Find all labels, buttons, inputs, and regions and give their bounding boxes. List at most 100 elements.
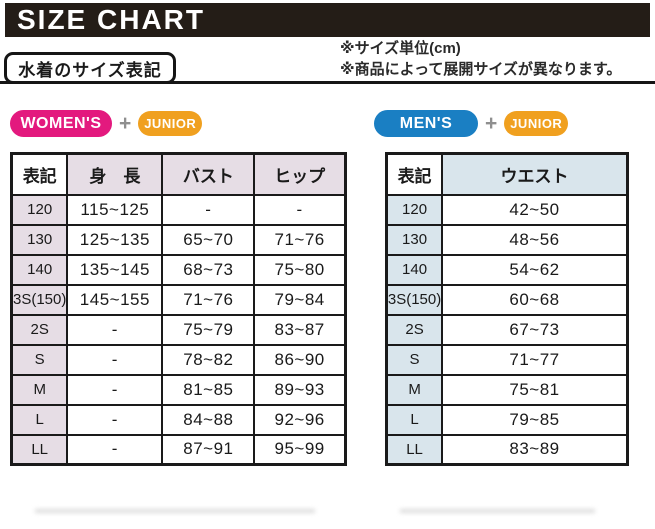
section-divider	[0, 81, 655, 84]
value-cell: 68~73	[161, 253, 256, 286]
size-label-cell: M	[385, 373, 444, 406]
table-row: 3S(150) 145~155 71~76 79~84	[10, 283, 347, 316]
mens-header-row: 表記 ウエスト	[385, 152, 629, 196]
value-cell: 86~90	[253, 343, 347, 376]
column-header: 表記	[385, 152, 444, 196]
value-cell: 92~96	[253, 403, 347, 436]
value-cell: 115~125	[66, 193, 164, 226]
table-row: 130 48~56	[385, 223, 629, 256]
womens-badge-group: WOMEN'S + JUNIOR	[10, 110, 203, 137]
value-cell: 75~79	[161, 313, 256, 346]
junior-badge: JUNIOR	[504, 111, 569, 136]
value-cell: -	[66, 433, 164, 466]
notes: ※サイズ単位(cm) ※商品によって展開サイズが異なります。	[340, 38, 621, 80]
note-unit: ※サイズ単位(cm)	[340, 40, 461, 57]
value-cell: 89~93	[253, 373, 347, 406]
table-row: L -84~88 92~96	[10, 403, 347, 436]
value-cell: 83~89	[441, 433, 629, 466]
table-row: 140 135~145 68~73 75~80	[10, 253, 347, 286]
value-cell: 87~91	[161, 433, 256, 466]
size-label-cell: 140	[385, 253, 444, 286]
junior-badge: JUNIOR	[138, 111, 203, 136]
value-cell: -	[66, 403, 164, 436]
value-cell: 48~56	[441, 223, 629, 256]
size-label-cell: LL	[10, 433, 69, 466]
value-cell: 75~80	[253, 253, 347, 286]
size-tables: 表記身 長バスト ヒップ 120 115~125- -130 125~135 65~70 7…	[10, 152, 629, 466]
table-row: LL 83~89	[385, 433, 629, 466]
value-cell: -	[161, 193, 256, 226]
note-availability: ※商品によって展開サイズが異なります。	[340, 61, 622, 78]
size-label-cell: L	[385, 403, 444, 436]
value-cell: 135~145	[66, 253, 164, 286]
value-cell: 71~76	[161, 283, 256, 316]
table-row: 120 115~125- -	[10, 193, 347, 226]
table-row: S 71~77	[385, 343, 629, 376]
title-bar: SIZE CHART	[5, 3, 650, 37]
scan-shadow	[35, 509, 315, 513]
value-cell: 78~82	[161, 343, 256, 376]
size-label-cell: 120	[385, 193, 444, 226]
value-cell: 71~76	[253, 223, 347, 256]
value-cell: 83~87	[253, 313, 347, 346]
table-row: S -78~82 86~90	[10, 343, 347, 376]
table-row: LL -87~91 95~99	[10, 433, 347, 466]
mens-badge-group: MEN'S + JUNIOR	[374, 110, 569, 137]
value-cell: 79~84	[253, 283, 347, 316]
column-header: ウエスト	[441, 152, 629, 196]
value-cell: 71~77	[441, 343, 629, 376]
womens-badge: WOMEN'S	[10, 110, 112, 137]
table-row: 2S 67~73	[385, 313, 629, 346]
value-cell: 145~155	[66, 283, 164, 316]
value-cell: -	[253, 193, 347, 226]
table-row: L 79~85	[385, 403, 629, 436]
table-row: 3S(150) 60~68	[385, 283, 629, 316]
size-label-cell: L	[10, 403, 69, 436]
column-header: ヒップ	[253, 152, 347, 196]
section-label-text: 水着のサイズ表記	[18, 60, 162, 80]
size-label-cell: 2S	[10, 313, 69, 346]
size-label-cell: M	[10, 373, 69, 406]
value-cell: 95~99	[253, 433, 347, 466]
size-label-cell: 140	[10, 253, 69, 286]
value-cell: 67~73	[441, 313, 629, 346]
plus-icon: +	[485, 112, 498, 135]
value-cell: 79~85	[441, 403, 629, 436]
table-row: 120 42~50	[385, 193, 629, 226]
table-row: M 75~81	[385, 373, 629, 406]
size-label-cell: 130	[10, 223, 69, 256]
column-header: 表記	[10, 152, 69, 196]
scan-shadow	[400, 509, 595, 513]
size-label-cell: S	[10, 343, 69, 376]
value-cell: 125~135	[66, 223, 164, 256]
size-label-cell: 2S	[385, 313, 444, 346]
mens-size-table: 表記 ウエスト 120 42~50 130 48~56 140 54~62 3S(150) 60…	[384, 152, 629, 466]
value-cell: -	[66, 343, 164, 376]
size-label-cell: S	[385, 343, 444, 376]
column-header: 身 長	[66, 152, 164, 196]
size-label-cell: 120	[10, 193, 69, 226]
table-row: 140 54~62	[385, 253, 629, 286]
size-label-cell: 3S(150)	[10, 283, 69, 316]
value-cell: 81~85	[161, 373, 256, 406]
value-cell: 42~50	[441, 193, 629, 226]
womens-header-row: 表記身 長バスト ヒップ	[10, 152, 347, 196]
value-cell: 65~70	[161, 223, 256, 256]
value-cell: -	[66, 373, 164, 406]
page-title: SIZE CHART	[17, 4, 205, 35]
size-label-cell: LL	[385, 433, 444, 466]
value-cell: 60~68	[441, 283, 629, 316]
value-cell: 84~88	[161, 403, 256, 436]
size-label-cell: 130	[385, 223, 444, 256]
table-row: 130 125~135 65~70 71~76	[10, 223, 347, 256]
size-label-cell: 3S(150)	[385, 283, 444, 316]
column-header: バスト	[161, 152, 256, 196]
section-label-box: 水着のサイズ表記	[4, 52, 176, 84]
mens-badge: MEN'S	[374, 110, 478, 137]
value-cell: -	[66, 313, 164, 346]
womens-size-table: 表記身 長バスト ヒップ 120 115~125- -130 125~135 65~70 7…	[10, 152, 347, 466]
table-row: M -81~85 89~93	[10, 373, 347, 406]
value-cell: 54~62	[441, 253, 629, 286]
table-row: 2S -75~79 83~87	[10, 313, 347, 346]
plus-icon: +	[119, 112, 132, 135]
